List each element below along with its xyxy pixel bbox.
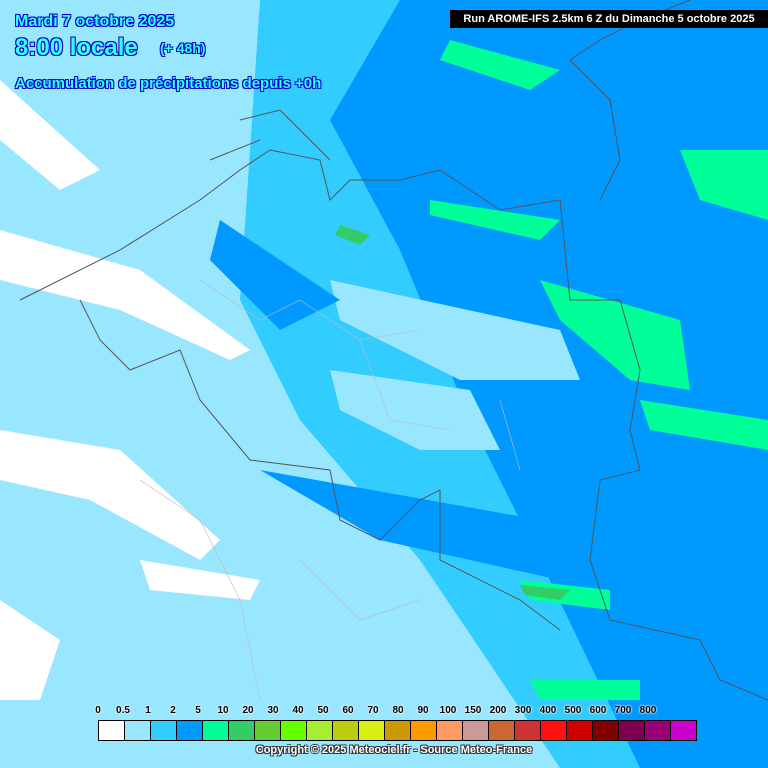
legend-swatch [619, 721, 645, 740]
forecast-date: Mardi 7 octobre 2025 [15, 13, 175, 30]
legend-label: 5 [195, 705, 201, 716]
legend-swatch [437, 721, 463, 740]
legend-swatch [255, 721, 281, 740]
legend-swatch [515, 721, 541, 740]
legend-label: 80 [392, 705, 404, 716]
legend-swatch [567, 721, 593, 740]
legend-label: 300 [514, 705, 532, 716]
legend-labels: 0 0.5 1 2 5 10 20 30 40 50 60 70 80 90 100 150 200 300 400… [86, 705, 686, 719]
legend-color-bar [98, 720, 697, 741]
legend-label: 60 [342, 705, 354, 716]
legend-swatch [359, 721, 385, 740]
legend-label: 90 [417, 705, 429, 716]
legend-swatch [307, 721, 333, 740]
copyright: Copyright © 2025 Meteociel.fr - Source M… [255, 744, 533, 756]
parameter-title: Accumulation de précipitations depuis +0… [15, 75, 322, 92]
legend-label: 0 [95, 705, 101, 716]
borders [19, 0, 768, 701]
legend-swatch [411, 721, 437, 740]
legend-swatch [281, 721, 307, 740]
legend-swatch [203, 721, 229, 740]
regions [139, 279, 521, 701]
legend-swatch [489, 721, 515, 740]
legend-label: 50 [317, 705, 329, 716]
lead-time: (+ 48h) [160, 40, 206, 56]
legend-swatch [333, 721, 359, 740]
legend-swatch [645, 721, 671, 740]
legend-label: 40 [292, 705, 304, 716]
legend-label: 20 [242, 705, 254, 716]
legend-swatch [125, 721, 151, 740]
legend-label: 10 [217, 705, 229, 716]
legend-label: 100 [439, 705, 457, 716]
legend-swatch [385, 721, 411, 740]
legend-swatch [177, 721, 203, 740]
legend-label: 700 [614, 705, 632, 716]
legend-swatch [671, 721, 696, 740]
legend-label: 70 [367, 705, 379, 716]
legend-label: 1 [145, 705, 151, 716]
legend-label: 0.5 [116, 705, 130, 716]
run-info: Run AROME-IFS 2.5km 6 Z du Dimanche 5 oc… [450, 10, 768, 28]
legend-label: 500 [564, 705, 582, 716]
forecast-time: 8:00 locale [15, 34, 138, 61]
legend-label: 600 [589, 705, 607, 716]
legend-swatch [99, 721, 125, 740]
legend-swatch [463, 721, 489, 740]
legend-swatch [541, 721, 567, 740]
legend-label: 200 [489, 705, 507, 716]
legend-label: 30 [267, 705, 279, 716]
legend-label: 800 [639, 705, 657, 716]
legend-swatch [229, 721, 255, 740]
legend-label: 2 [170, 705, 176, 716]
legend-label: 150 [464, 705, 482, 716]
legend-swatch [593, 721, 619, 740]
legend-swatch [151, 721, 177, 740]
legend-label: 400 [539, 705, 557, 716]
